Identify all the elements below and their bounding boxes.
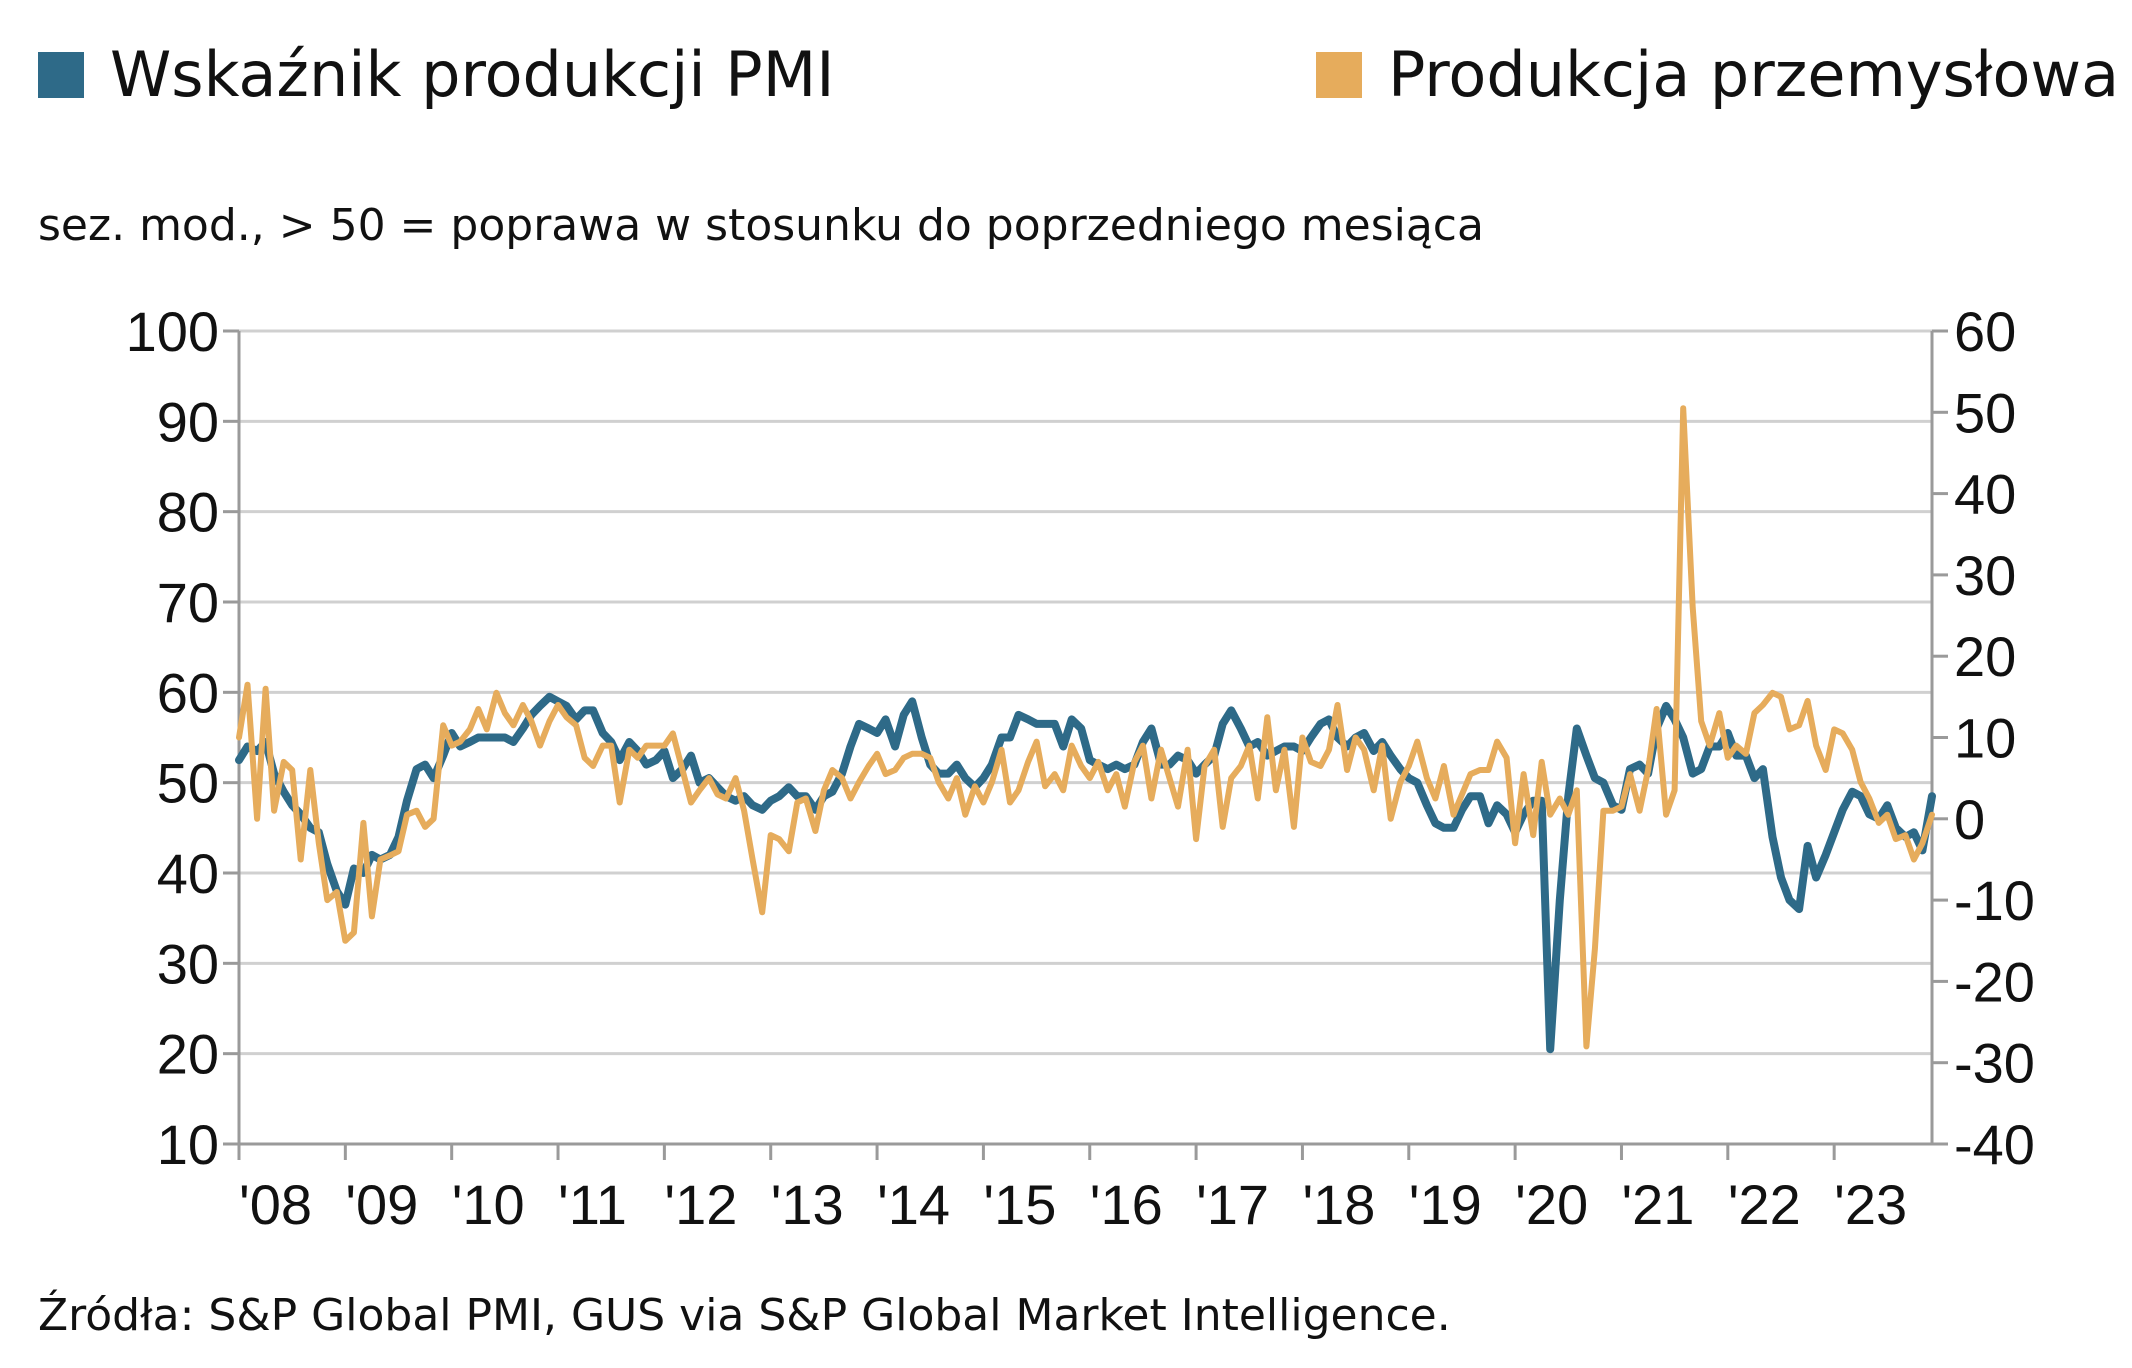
right-axis-tick-label: 0 xyxy=(1954,788,1985,851)
right-axis-tick-label: -40 xyxy=(1954,1113,2035,1176)
legend-item-prod: Produkcja przemysłowa xyxy=(1316,40,2119,110)
right-axis-tick-label: -10 xyxy=(1954,869,2035,932)
gridlines xyxy=(239,329,1932,1056)
x-axis-tick-label: '14 xyxy=(877,1173,950,1236)
axes xyxy=(223,329,1948,1160)
left-axis-tick-label: 10 xyxy=(157,1113,219,1176)
x-axis-tick-label: '10 xyxy=(452,1173,525,1236)
legend-swatch-pmi xyxy=(38,52,84,98)
right-axis-tick-label: 50 xyxy=(1954,381,2016,444)
left-axis-tick-label: 30 xyxy=(157,932,219,995)
left-axis-tick-label: 100 xyxy=(126,300,219,363)
legend-label-prod: Produkcja przemysłowa xyxy=(1388,38,2120,111)
x-axis-tick-label: '19 xyxy=(1409,1173,1482,1236)
left-axis-tick-label: 90 xyxy=(157,390,219,453)
legend-item-pmi: Wskaźnik produkcji PMI xyxy=(38,40,834,110)
x-axis-tick-label: '16 xyxy=(1090,1173,1163,1236)
x-axis-tick-label: '12 xyxy=(664,1173,737,1236)
right-axis-tick-label: 30 xyxy=(1954,544,2016,607)
x-axis-tick-label: '15 xyxy=(983,1173,1056,1236)
left-axis-tick-label: 20 xyxy=(157,1023,219,1086)
x-axis-tick-label: '08 xyxy=(239,1173,312,1236)
x-axis-tick-label: '23 xyxy=(1834,1173,1907,1236)
x-axis-ticks: '08 '09 '10 '11 '12 '13 '14 '15 '16 '17 '18 '19 '20 '… xyxy=(239,1173,1907,1236)
x-axis-tick-label: '13 xyxy=(771,1173,844,1236)
right-axis-ticks: 60 50 40 30 20 10 0 -10 -20 -30 -40 xyxy=(1954,300,2035,1176)
right-axis-tick-label: -30 xyxy=(1954,1032,2035,1095)
x-axis-tick-label: '21 xyxy=(1621,1173,1694,1236)
x-axis-tick-label: '09 xyxy=(345,1173,418,1236)
right-axis-tick-label: 20 xyxy=(1954,625,2016,688)
right-axis-tick-label: 60 xyxy=(1954,300,2016,363)
left-axis-tick-label: 40 xyxy=(157,842,219,905)
left-axis-tick-label: 70 xyxy=(157,571,219,634)
left-axis-tick-label: 80 xyxy=(157,481,219,544)
left-axis-ticks: 100 90 80 70 60 50 40 30 20 10 xyxy=(126,300,219,1176)
x-axis-tick-label: '20 xyxy=(1515,1173,1588,1236)
right-axis-tick-label: 40 xyxy=(1954,463,2016,526)
chart-subtitle: sez. mod., > 50 = poprawa w stosunku do … xyxy=(38,200,1484,251)
legend-swatch-prod xyxy=(1316,52,1362,98)
x-axis-tick-label: '17 xyxy=(1196,1173,1269,1236)
series-lines xyxy=(235,405,1936,1054)
right-axis-tick-label: -20 xyxy=(1954,950,2035,1013)
right-axis-tick-label: 10 xyxy=(1954,707,2016,770)
left-axis-tick-label: 60 xyxy=(157,661,219,724)
series-line-production xyxy=(236,405,1935,1050)
source-note: Źródła: S&P Global PMI, GUS via S&P Glob… xyxy=(38,1290,1451,1341)
x-axis-tick-label: '22 xyxy=(1728,1173,1801,1236)
x-axis-tick-label: '11 xyxy=(558,1173,627,1236)
left-axis-tick-label: 50 xyxy=(157,752,219,815)
x-axis-tick-label: '18 xyxy=(1302,1173,1375,1236)
legend-label-pmi: Wskaźnik produkcji PMI xyxy=(110,38,835,111)
